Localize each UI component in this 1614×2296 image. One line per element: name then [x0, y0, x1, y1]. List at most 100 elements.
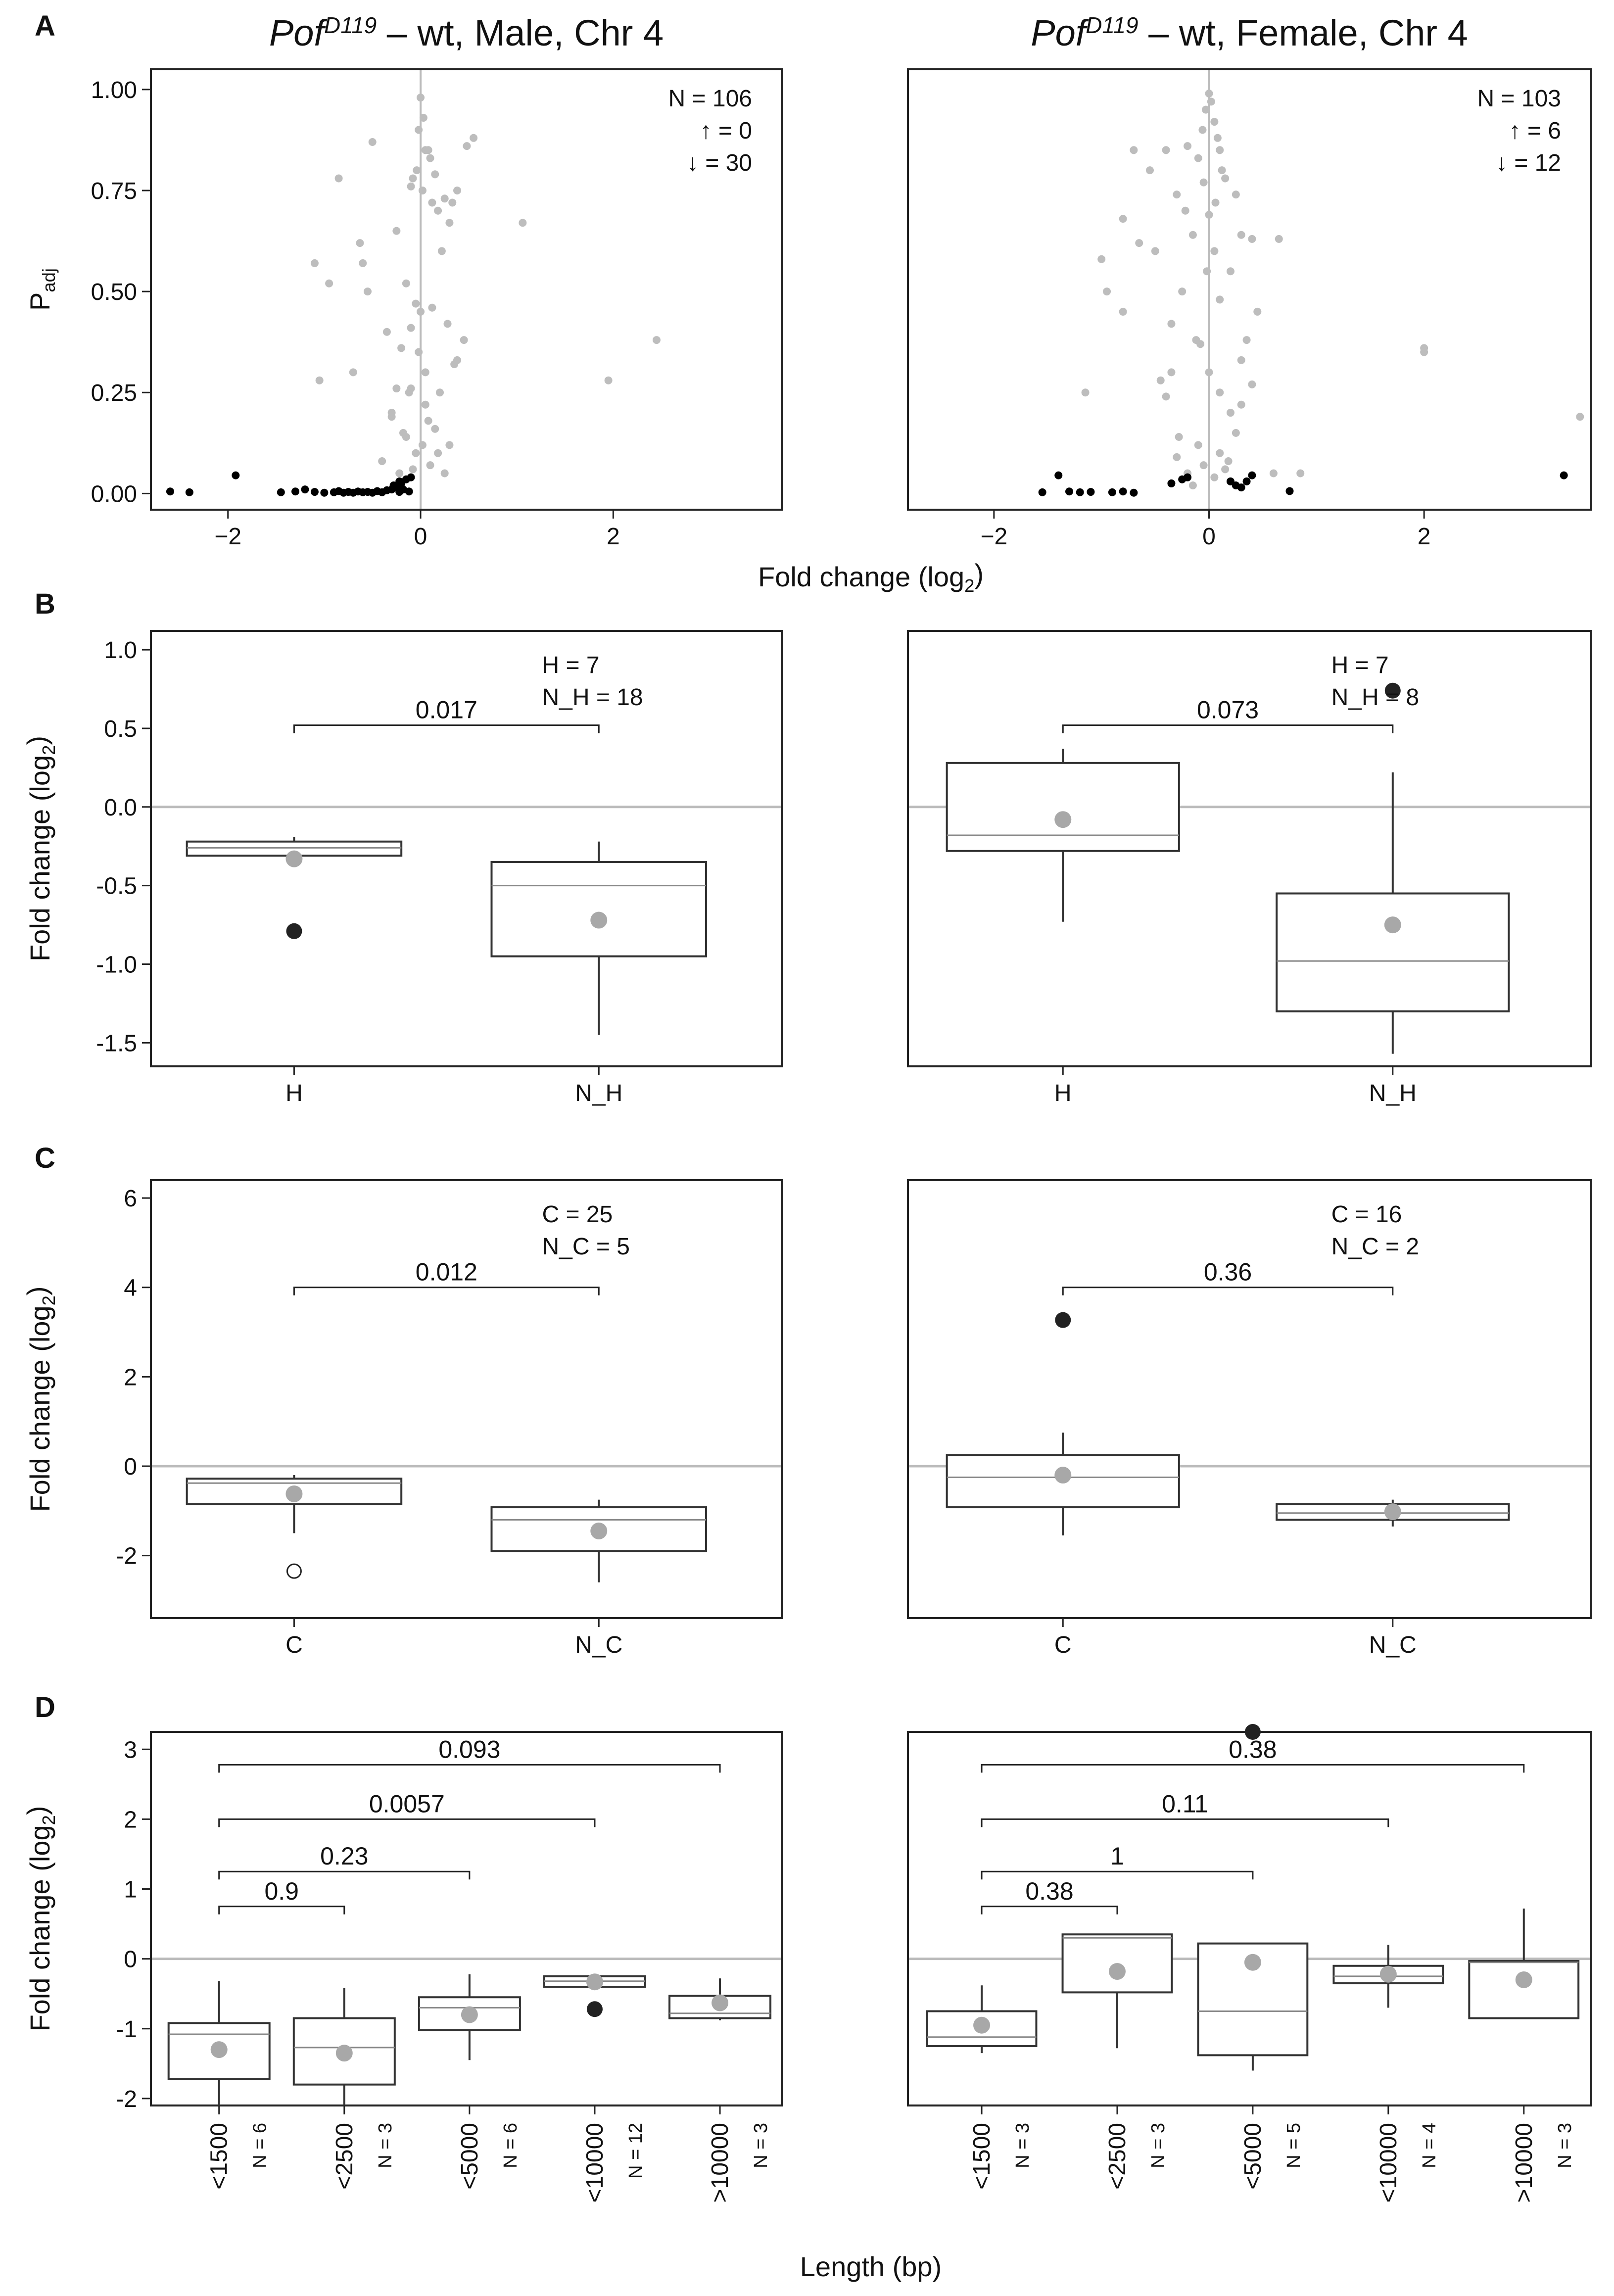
pa-left-point-sig — [395, 488, 404, 496]
pa-right-xtick-label: 0 — [1202, 524, 1216, 550]
pd-right-plot: <1500 N = 3 <2500 N = 3 <5000 N = 5 <10000 N = … — [907, 1724, 1592, 2203]
pa-left-ytick-label: 0.50 — [91, 279, 137, 305]
pb-right-mean-point — [1054, 811, 1072, 828]
pc-left-mean-point — [590, 1522, 608, 1539]
pd-left-plot: -2 -1 0 1 2 3 Fold change (log2) <1500 N = 6 <250… — [21, 1731, 783, 2203]
pd-right-pvalue: 1 — [1110, 1842, 1124, 1870]
pc-right-mean-point — [1054, 1467, 1072, 1484]
pd-right-box-1: <2500 N = 3 — [1061, 1933, 1173, 2190]
pa-right-point-ns — [1199, 178, 1208, 187]
pb-left-ytick-label: -0.5 — [96, 873, 137, 900]
pa-right-annotation: N = 103 — [1477, 86, 1561, 112]
pc-right-outlier — [1055, 1312, 1071, 1328]
pa-left-point-ns — [470, 134, 478, 142]
pb-left-box-1: N_H — [490, 841, 707, 1106]
pa-left-point-ns — [409, 465, 417, 474]
pb-left-xtick-label: N_H — [575, 1080, 622, 1106]
pa-right-plot: PofD119 – wt, Female, Chr 4 −2 0 2 N = 103 ↑ … — [907, 12, 1592, 550]
pb-right-outlier — [1384, 682, 1401, 699]
pa-left-plot: 0.00 0.25 0.50 0.75 1.00 Padj PofD119 – wt, Ma… — [24, 12, 783, 550]
pd-right-mean-point — [973, 2016, 991, 2034]
pc-right-xtick-label: N_C — [1369, 1632, 1417, 1658]
pa-left-point-ns — [382, 328, 391, 336]
pa-left-point-sig — [277, 488, 285, 496]
pd-right-mean-point — [1244, 1954, 1261, 1971]
pa-right-point-ns — [1167, 320, 1176, 328]
pb-left-outlier — [286, 923, 302, 939]
pd-left-bracket-line — [218, 1764, 721, 1773]
pd-right-bracket-line — [981, 1906, 1118, 1914]
pd-left-pvalue: 0.093 — [438, 1735, 500, 1763]
pa-left-point-ns — [392, 227, 401, 235]
pb-right-plot: H N_H 0.073 H = 7 N_H = 8 — [907, 630, 1592, 1106]
pa-left-point-ns — [368, 138, 377, 146]
pd-right-pvalue: 0.38 — [1025, 1877, 1073, 1905]
pa-right-point-ns — [1178, 287, 1187, 296]
pa-right-point-ns — [1210, 247, 1219, 255]
pc-left-ylabel: Fold change (log2) — [21, 1286, 59, 1512]
pa-left-point-ns — [434, 449, 442, 457]
pa-left-point-ns — [426, 154, 434, 162]
pd-left-bracket-line — [218, 1870, 471, 1880]
pa-left-point-ns — [402, 279, 410, 287]
pa-left-point-ns — [407, 324, 415, 332]
pd-left-box-1: <2500 N = 3 — [292, 1988, 396, 2190]
pa-right-point-ns — [1135, 239, 1143, 247]
pa-right-point-ns — [1275, 235, 1283, 243]
pa-right-point-ns — [1296, 469, 1305, 478]
pa-right-point-sig — [1054, 471, 1063, 479]
pa-right-point-ns — [1081, 388, 1090, 397]
pc-left-frame — [150, 1179, 783, 1619]
pa-left-annotation: ↓ = 30 — [687, 150, 752, 176]
pa-left-ytick-label: 1.00 — [91, 77, 137, 103]
pd-left-ytick-label: 2 — [124, 1807, 137, 1833]
pc-right-bracket: 0.36 — [1062, 1258, 1394, 1295]
pa-right-point-ns — [1188, 481, 1197, 490]
pa-left-point-sig — [310, 488, 319, 496]
pd-left-box-3: <10000 N = 12 — [543, 1973, 646, 2203]
pa-right-point-sig — [1248, 471, 1256, 479]
pa-left-point-ns — [463, 142, 471, 150]
pc-right-plot: C N_C 0.36 C = 16 N_C = 2 — [907, 1179, 1592, 1658]
pa-left-title: PofD119 – wt, Male, Chr 4 — [269, 12, 664, 53]
pa-right-point-sig — [1038, 488, 1046, 496]
pa-left-point-sig — [405, 487, 413, 496]
pa-left-point-ns — [349, 368, 357, 377]
pd-left-box-rect — [167, 2022, 271, 2080]
pd-left-xtick-label: <2500 — [332, 2123, 358, 2190]
pd-right-pvalue: 0.11 — [1162, 1790, 1208, 1818]
pa-left-point-ns — [424, 417, 432, 425]
pa-right-point-ns — [1162, 392, 1170, 401]
pa-right-point-ns — [1173, 453, 1181, 461]
pd-right-count-label: N = 5 — [1283, 2123, 1304, 2168]
pd-right-mean-point — [1379, 1965, 1397, 1983]
pa-left-point-ns — [415, 348, 423, 356]
pb-left-ytick-label: -1.5 — [96, 1030, 137, 1056]
pa-left-point-ns — [412, 449, 420, 457]
pd-left-box-rect — [418, 1996, 521, 2031]
pc-right-annotation: N_C = 2 — [1331, 1234, 1419, 1260]
pa-right-point-ns — [1237, 231, 1245, 239]
pb-right-xtick-label: N_H — [1369, 1080, 1417, 1106]
pa-right-point-ns — [1173, 191, 1181, 199]
pa-right-point-sig — [1119, 487, 1127, 496]
pd-right-bracket-line — [981, 1818, 1389, 1827]
pd-left-bracket-line — [218, 1906, 345, 1914]
pa-right-point-ns — [1216, 295, 1224, 304]
pd-left-frame — [150, 1731, 783, 2106]
pa-left-point-ns — [443, 320, 452, 328]
pa-left-ytick-label: 0.00 — [91, 481, 137, 507]
pd-right-outlier — [1244, 1724, 1261, 1740]
pa-right-point-sig — [1237, 483, 1245, 492]
pa-left-point-ns — [334, 174, 343, 183]
pd-right-pvalue: 0.38 — [1229, 1735, 1277, 1763]
pb-left-ytick-label: -1.0 — [96, 952, 137, 978]
pa-right-annotation: ↓ = 12 — [1496, 150, 1561, 176]
panel-label-c: C — [35, 1142, 55, 1174]
pa-left-point-ns — [428, 303, 436, 312]
pa-left-annotation: ↑ = 0 — [700, 118, 752, 144]
pd-left-count-label: N = 6 — [500, 2123, 521, 2168]
pa-left-point-ns — [445, 441, 454, 449]
pa-right-point-ns — [1199, 461, 1208, 470]
pd-left-mean-point — [210, 2041, 228, 2058]
